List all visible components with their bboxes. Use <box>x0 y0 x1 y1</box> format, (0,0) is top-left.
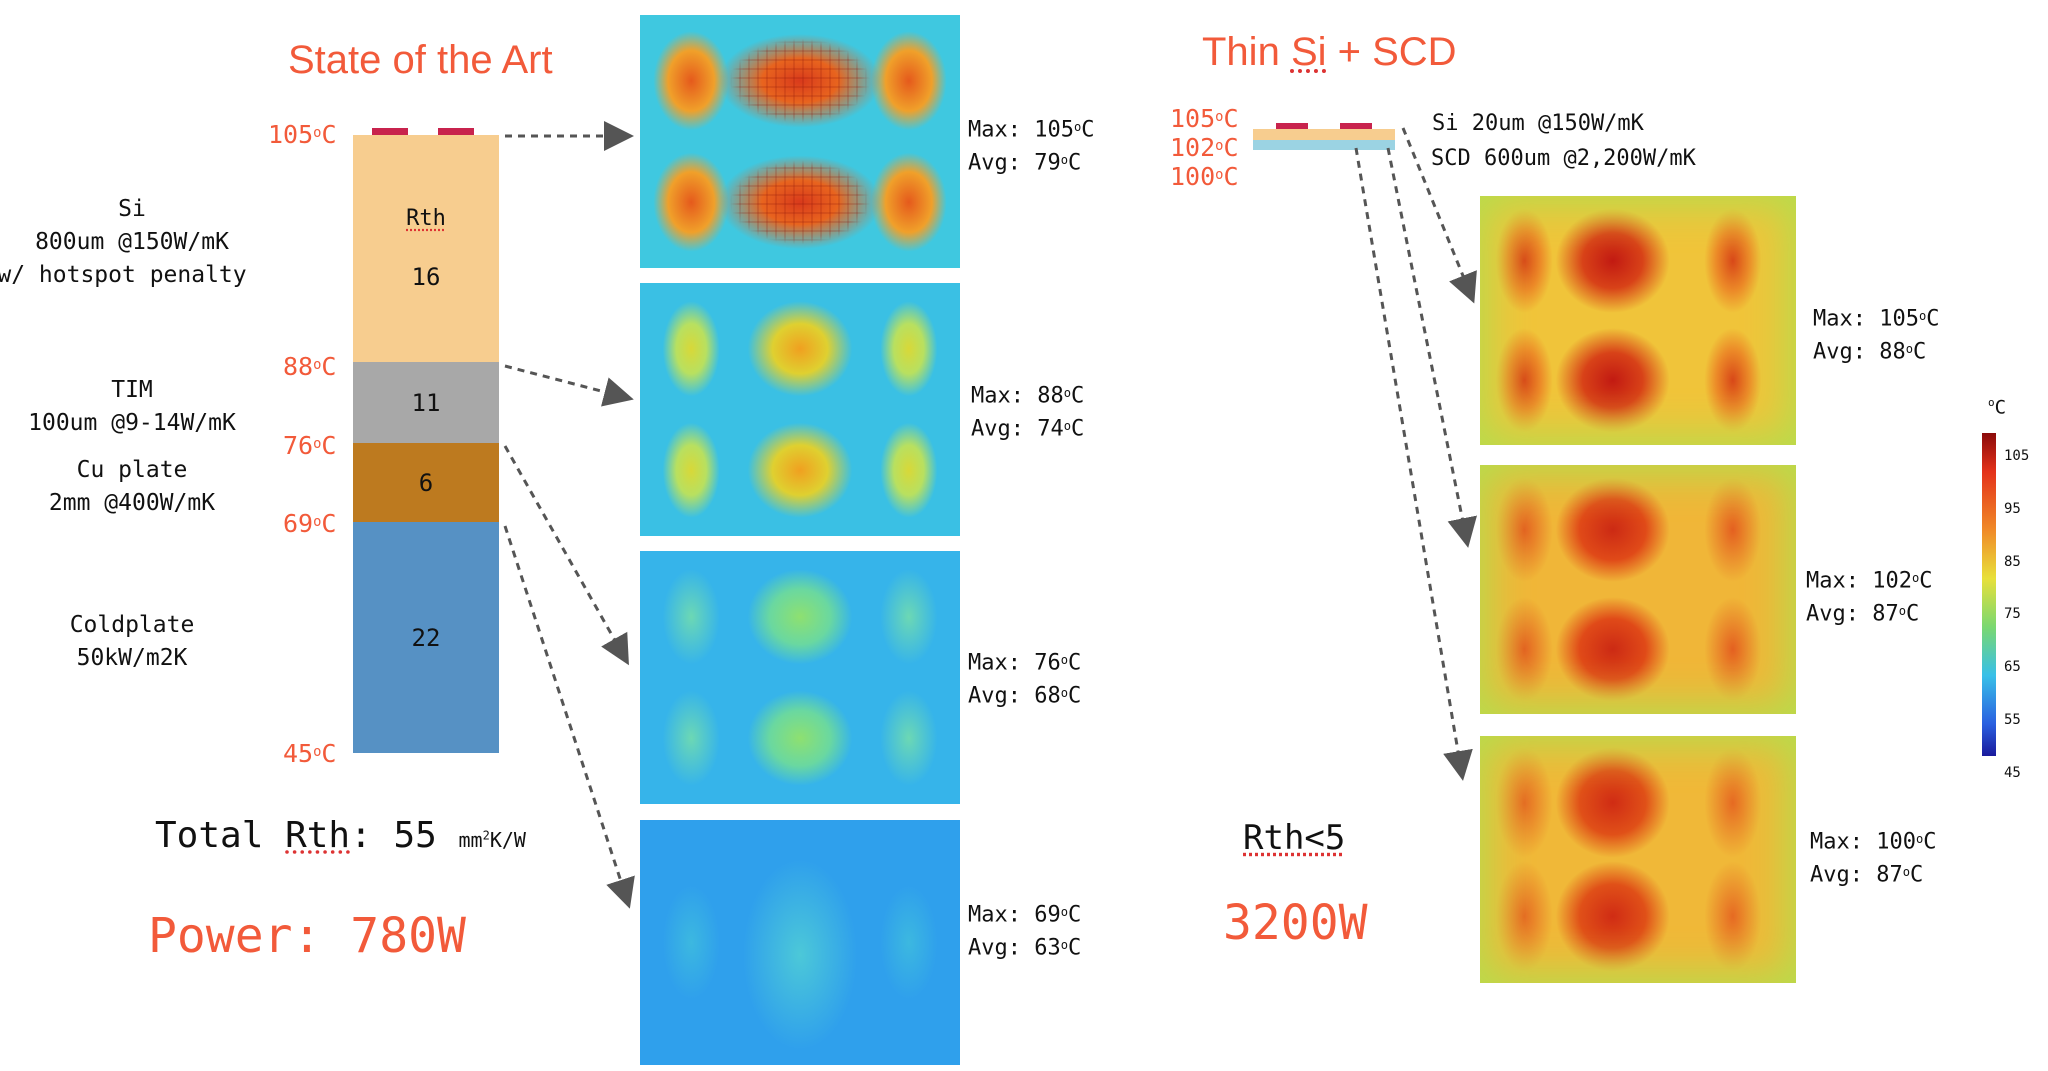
temp-label: 69oC <box>283 509 337 538</box>
left-power: Power: 780W <box>148 908 466 964</box>
stat-block: Max: 105oC Avg: 88oC <box>1813 306 1940 365</box>
si-layer-description: Si 800um @150W/mK w/ hotspot penalty <box>0 196 247 288</box>
thermal-map-coldplate <box>640 820 960 1065</box>
si-layer-block: Rth 16 <box>353 135 499 362</box>
stat-block: Max: 102oC Avg: 87oC <box>1806 568 1933 627</box>
cu-layer-description: Cu plate 2mm @400W/mK <box>48 457 216 516</box>
tim-layer-block: 11 <box>353 362 499 443</box>
left-title: State of the Art <box>288 38 553 82</box>
arrow-coldplate <box>503 525 635 909</box>
hotspot-marker <box>1340 123 1372 129</box>
thermal-map-tim <box>640 283 960 536</box>
stat-block: Max: 69oC Avg: 63oC <box>968 902 1082 961</box>
cu-layer-block: 6 <box>353 443 499 522</box>
right-title: Thin Si + SCD <box>1202 30 1457 74</box>
thin-si-description: Si 20um @150W/mK <box>1432 111 1644 136</box>
si-rth-value: 16 <box>411 263 441 291</box>
arrow-scd-mid <box>1386 147 1477 548</box>
stat-block: Max: 88oC Avg: 74oC <box>971 383 1085 442</box>
colorbar-tick: 85 <box>2004 553 2021 570</box>
temp-label: 88oC <box>283 352 337 381</box>
temp-label: 100oC <box>1170 162 1239 191</box>
coldplate-rth-value: 22 <box>411 623 441 652</box>
temp-label: 45oC <box>283 739 337 768</box>
colorbar-tick: 105 <box>2004 448 2030 464</box>
temp-label: 105oC <box>268 120 337 149</box>
colorbar-tick: 65 <box>2004 659 2021 676</box>
arrow-thin-si <box>1401 127 1477 304</box>
thermal-map-thin-si <box>1480 196 1796 445</box>
colorbar-tick: 95 <box>2004 500 2021 517</box>
arrow-cu <box>503 445 629 666</box>
colorbar-ticks: 105 95 85 75 65 55 45 <box>2004 430 2029 800</box>
hotspot-marker <box>1276 123 1308 129</box>
total-rth: Total Rth: 55 mm2K/W <box>155 815 526 856</box>
right-power: 3200W <box>1223 895 1368 951</box>
colorbar <box>1982 433 1996 756</box>
coldplate-layer-block: 22 <box>353 522 499 753</box>
scd-description: SCD 600um @2,200W/mK <box>1431 146 1696 171</box>
thermal-map-scd-bottom <box>1480 736 1796 983</box>
stat-block: Max: 76oC Avg: 68oC <box>968 650 1082 709</box>
thermal-map-si <box>640 15 960 268</box>
temp-label: 105oC <box>1170 104 1239 133</box>
colorbar-tick: 55 <box>2004 711 2021 728</box>
stat-block: Max: 100oC Avg: 87oC <box>1810 829 1937 888</box>
scd-layer <box>1253 140 1395 150</box>
tim-layer-description: TIM 100um @9-14W/mK <box>28 377 236 436</box>
thermal-map-scd-mid <box>1480 465 1796 714</box>
rth-header: Rth <box>406 206 446 231</box>
cu-rth-value: 6 <box>418 468 434 497</box>
tim-rth-value: 11 <box>411 388 441 417</box>
thin-si-layer <box>1253 129 1395 140</box>
thermal-map-cu <box>640 551 960 804</box>
right-rth: Rth<5 <box>1243 818 1346 858</box>
hotspot-marker <box>372 128 408 135</box>
colorbar-tick: 45 <box>2004 764 2021 781</box>
stat-block: Max: 105oC Avg: 79oC <box>968 117 1095 176</box>
arrow-scd-bottom <box>1354 147 1473 781</box>
hotspot-marker <box>438 128 474 135</box>
temp-label: 102oC <box>1170 133 1239 162</box>
colorbar-unit: oC <box>1988 396 2007 419</box>
arrow-tim <box>504 364 634 407</box>
coldplate-layer-description: Coldplate 50kW/m2K <box>69 612 195 671</box>
colorbar-tick: 75 <box>2004 606 2021 623</box>
temp-label: 76oC <box>283 431 337 460</box>
